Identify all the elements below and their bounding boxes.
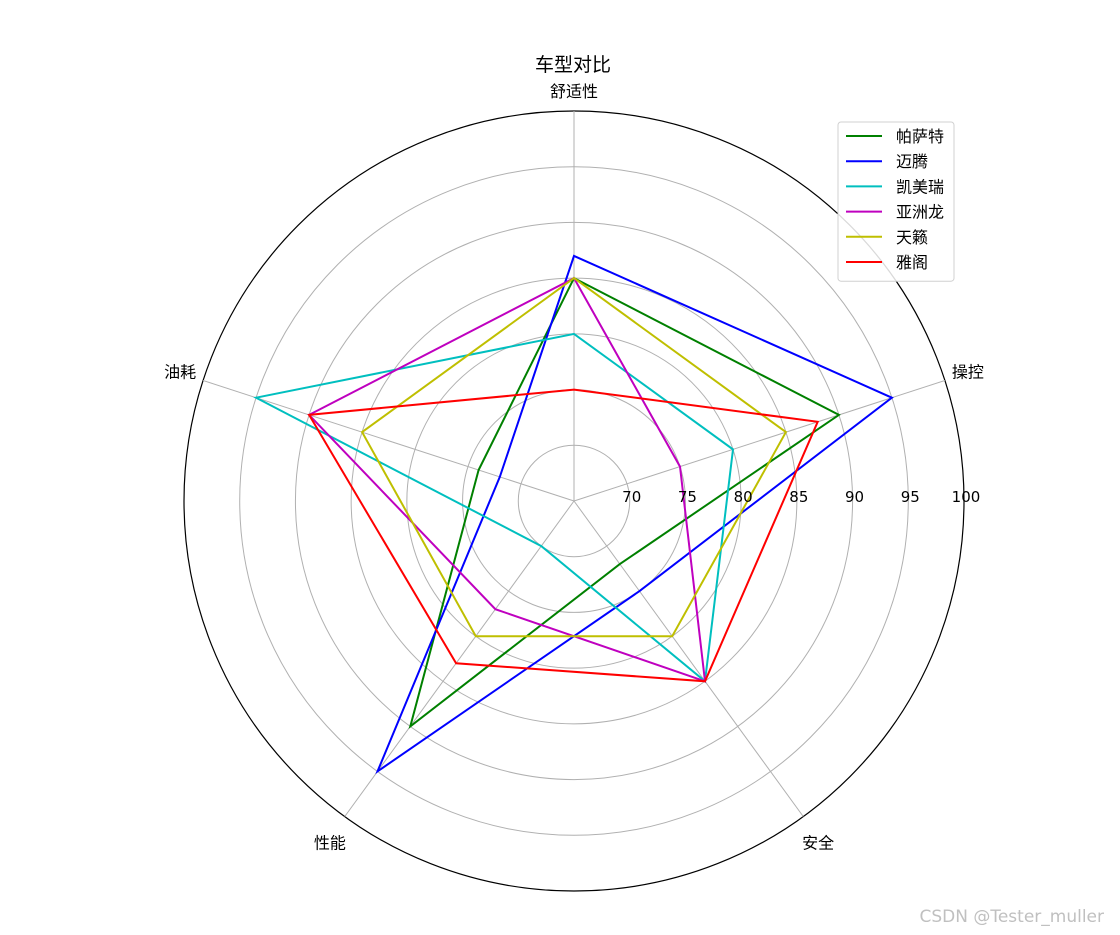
radar-series — [253, 254, 894, 775]
radar-grid — [183, 110, 965, 892]
radial-tick-label: 70 — [622, 488, 641, 506]
axis-label: 舒适性 — [550, 82, 598, 101]
radial-tick-labels: 70 75 80 85 90 95 100 — [622, 488, 980, 506]
grid-spoke — [344, 500, 575, 817]
watermark: CSDN @Tester_muller — [919, 907, 1104, 927]
series-line-2 — [375, 254, 894, 775]
legend-label: 帕萨特 — [896, 127, 944, 146]
legend-label: 亚洲龙 — [896, 203, 944, 222]
legend-label: 迈腾 — [896, 152, 928, 171]
axis-label: 安全 — [802, 833, 834, 852]
radial-tick-label: 100 — [952, 488, 981, 506]
series-line-6 — [307, 388, 820, 683]
grid-spoke — [202, 380, 575, 502]
legend-label: 凯美瑞 — [896, 177, 944, 196]
radial-tick-label: 85 — [789, 488, 808, 506]
grid-spoke — [573, 380, 946, 502]
axis-label: 操控 — [952, 363, 984, 382]
axis-label: 油耗 — [164, 363, 196, 382]
chart-title: 车型对比 — [535, 54, 611, 76]
radial-tick-label: 75 — [678, 488, 697, 506]
grid-spoke — [573, 500, 804, 817]
series-line-3 — [253, 332, 735, 684]
radial-tick-label: 90 — [845, 488, 864, 506]
legend-label: 雅阁 — [896, 253, 928, 272]
legend-label: 天籁 — [896, 228, 928, 247]
radial-tick-label: 80 — [734, 488, 753, 506]
series-line-1 — [408, 276, 841, 730]
axis-label: 性能 — [314, 833, 346, 852]
series-line-4 — [307, 276, 707, 683]
radial-tick-label: 95 — [901, 488, 920, 506]
